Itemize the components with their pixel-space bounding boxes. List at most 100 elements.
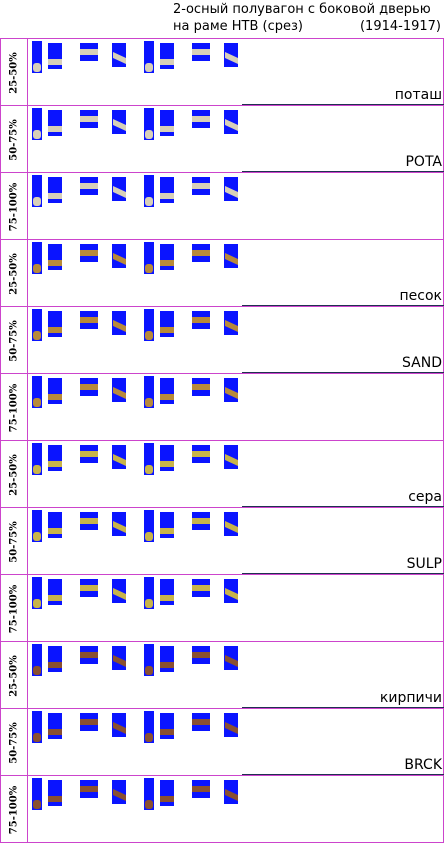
wagon-sprite — [48, 445, 62, 471]
wagon-sprite — [224, 244, 238, 268]
cargo-load — [113, 521, 126, 533]
wagon-sprite — [80, 512, 98, 530]
load-row: 50-75% BRCK — [0, 708, 444, 775]
load-percent-cell: 25-50% — [0, 240, 27, 307]
wagon-sprite — [32, 778, 42, 810]
load-percent-cell: 50-75% — [0, 709, 27, 776]
wagon-sprite — [224, 579, 238, 603]
wagon-sprite — [144, 510, 154, 542]
cargo-load — [145, 130, 153, 139]
cargo-load — [145, 398, 153, 407]
wagon-sprite — [80, 110, 98, 128]
load-percent-cell: 75-100% — [0, 776, 27, 843]
wagon-sprite — [192, 177, 210, 195]
cargo-load — [145, 599, 153, 608]
load-percent-cell: 50-75% — [0, 307, 27, 374]
cargo-load — [225, 387, 238, 399]
cargo-load — [33, 599, 41, 608]
cargo-load — [48, 126, 62, 132]
wagon-sprite — [192, 311, 210, 329]
wagon-sprite — [144, 309, 154, 341]
wagon-sprite — [160, 780, 174, 806]
cargo-load — [160, 394, 174, 400]
wagon-sprite — [80, 43, 98, 61]
wagon-sprite — [160, 713, 174, 739]
wagon-sprite — [80, 780, 98, 798]
cargo-load — [80, 518, 98, 524]
wagon-sprite — [160, 378, 174, 404]
cargo-load — [80, 317, 98, 323]
load-percent-label: 25-50% — [8, 655, 19, 696]
cargo-load — [192, 183, 210, 189]
cargo-load — [225, 186, 238, 198]
wagon-sprite — [32, 108, 42, 140]
load-row: 75-100% — [0, 373, 444, 440]
cargo-load — [33, 331, 41, 340]
wagon-sprite — [112, 378, 126, 402]
title-line-1: 2-осный полувагон с боковой дверью — [173, 1, 431, 18]
wagon-sprite — [160, 445, 174, 471]
cargo-load — [48, 260, 62, 266]
cargo-load — [160, 126, 174, 132]
wagon-sprite — [32, 443, 42, 475]
wagon-sprite — [32, 577, 42, 609]
load-percent-label: 25-50% — [8, 454, 19, 495]
wagon-sprite — [80, 579, 98, 597]
wagon-sprite — [32, 41, 42, 73]
wagon-sprite — [80, 646, 98, 664]
load-percent-cell: 25-50% — [0, 642, 27, 709]
cargo-label: кирпичи — [380, 690, 442, 706]
cargo-load — [80, 451, 98, 457]
wagon-sprite — [32, 711, 42, 743]
cargo-load — [160, 729, 174, 735]
load-row: 50-75% SAND — [0, 306, 444, 373]
cargo-load — [33, 532, 41, 541]
cargo-label: SULP — [407, 556, 442, 572]
load-row: 75-100% — [0, 172, 444, 239]
wagon-sprite — [160, 646, 174, 672]
cargo-load — [48, 327, 62, 333]
cargo-load — [48, 59, 62, 65]
cargo-load — [113, 253, 126, 265]
load-percent-cell: 75-100% — [0, 173, 27, 240]
wagon-sprite — [224, 177, 238, 201]
load-percent-label: 25-50% — [8, 253, 19, 294]
cargo-load — [113, 454, 126, 466]
load-row: 25-50% поташ — [0, 38, 444, 105]
cargo-load — [145, 532, 153, 541]
wagon-sprite — [48, 512, 62, 538]
cargo-load — [225, 52, 238, 64]
cargo-load — [192, 250, 210, 256]
wagon-sprite — [48, 646, 62, 672]
wagon-sprite — [144, 443, 154, 475]
wagon-sprite — [224, 43, 238, 67]
cargo-load — [113, 186, 126, 198]
wagon-sprite — [48, 311, 62, 337]
wagon-sprite — [112, 646, 126, 670]
wagon-sprite — [48, 244, 62, 270]
cargo-load — [48, 461, 62, 467]
cargo-load — [160, 595, 174, 601]
sprite-sheet: 25-50% поташ 50-75% POTA 75-100% 25-50% песок 5… — [0, 38, 444, 842]
cargo-load — [80, 719, 98, 725]
cargo-label: поташ — [395, 87, 442, 103]
cargo-label: SAND — [402, 355, 442, 371]
cargo-load — [145, 63, 153, 72]
wagon-sprite — [144, 577, 154, 609]
wagon-sprite — [32, 644, 42, 676]
cargo-load — [145, 197, 153, 206]
load-row: 75-100% — [0, 775, 444, 842]
cargo-load — [113, 588, 126, 600]
cargo-load — [145, 666, 153, 675]
cargo-load — [33, 63, 41, 72]
load-row: 50-75% SULP — [0, 507, 444, 574]
cargo-label: сера — [408, 489, 442, 505]
cargo-load — [160, 260, 174, 266]
cargo-load — [80, 183, 98, 189]
cargo-load — [160, 461, 174, 467]
load-percent-cell: 50-75% — [0, 508, 27, 575]
cargo-label: POTA — [405, 154, 442, 170]
load-row: 25-50% песок — [0, 239, 444, 306]
wagon-sprite — [112, 177, 126, 201]
cargo-load — [33, 666, 41, 675]
